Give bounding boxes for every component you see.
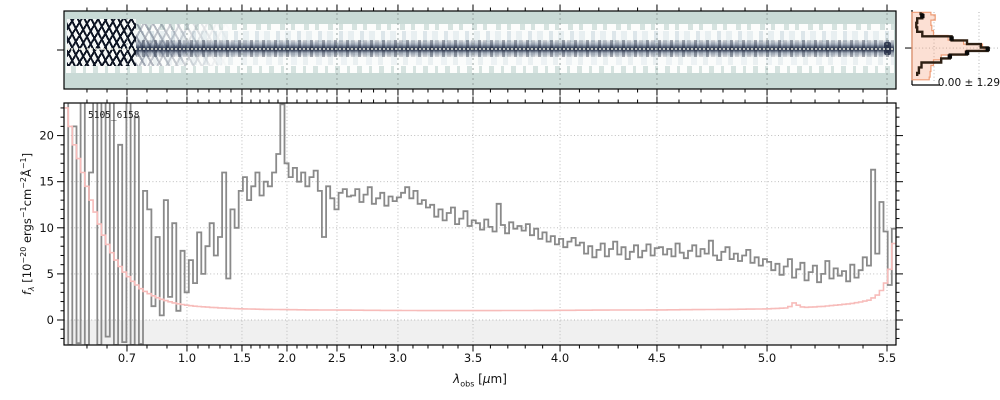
y-tick-label: 5 — [47, 267, 54, 281]
x-tick-label: 3.5 — [464, 351, 482, 365]
data-profile-histogram — [915, 12, 989, 76]
spectrum-2d-upper-noise — [66, 31, 894, 42]
x-tick-label: 1.0 — [178, 351, 196, 365]
y-tick-label: 20 — [39, 129, 54, 143]
tick-labels: 0.7 1.0 1.5 2.0 2.5 3.0 3.5 4.0 4.5 5.0 5.5 0 5 10 15 2… — [39, 129, 896, 365]
below-zero-shading — [64, 320, 896, 345]
error-line — [64, 107, 896, 312]
spectrum-2d-panel — [64, 11, 896, 89]
profile-marker — [947, 54, 953, 59]
x-tick-label: 5.0 — [758, 351, 776, 365]
profile-marker — [985, 46, 990, 52]
y-tick-label: 0 — [47, 313, 54, 327]
axis-ticks — [57, 4, 912, 352]
spectrum-series — [64, 103, 896, 345]
profile-histogram-panel — [911, 11, 998, 83]
x-tick-label: 1.5 — [233, 351, 251, 365]
y-tick-label: 15 — [39, 175, 54, 189]
spectrum-2d-transition-noise — [136, 24, 231, 66]
y-tick-label: 10 — [39, 221, 54, 235]
x-axis-label: λobs [μm] — [453, 372, 507, 389]
x-tick-label: 3.0 — [389, 351, 407, 365]
x-tick-label: 4.0 — [551, 351, 569, 365]
spectrum-2d-lower-noise — [66, 54, 894, 65]
spectrum-2d-ragged-top-edge — [64, 23, 896, 30]
x-tick-label: 0.7 — [118, 351, 136, 365]
profile-marker — [964, 50, 970, 55]
x-tick-label: 5.5 — [878, 351, 896, 365]
x-tick-label: 2.0 — [278, 351, 296, 365]
y-axis-label: fλ [10−20 ergs−1cm−2Å−1] — [19, 152, 37, 296]
model-profile-histogram — [911, 11, 985, 81]
grid — [64, 13, 896, 345]
profile-marker — [949, 36, 954, 41]
axes-spines — [63, 10, 940, 346]
flux-line — [67, 103, 896, 345]
x-tick-label: 2.5 — [328, 351, 346, 365]
object-id-label: 5105_6158 — [88, 110, 140, 121]
spectrum-2d-short-wavelength-noise-block — [67, 19, 136, 66]
trace-center-dotted-line — [67, 48, 893, 50]
histogram-stats-annotation: 0.00 ± 1.29 — [937, 77, 1000, 89]
profile-marker — [920, 13, 925, 19]
x-tick-label: 4.5 — [648, 351, 666, 365]
spectrum-2d-ragged-bottom-edge — [64, 66, 896, 74]
